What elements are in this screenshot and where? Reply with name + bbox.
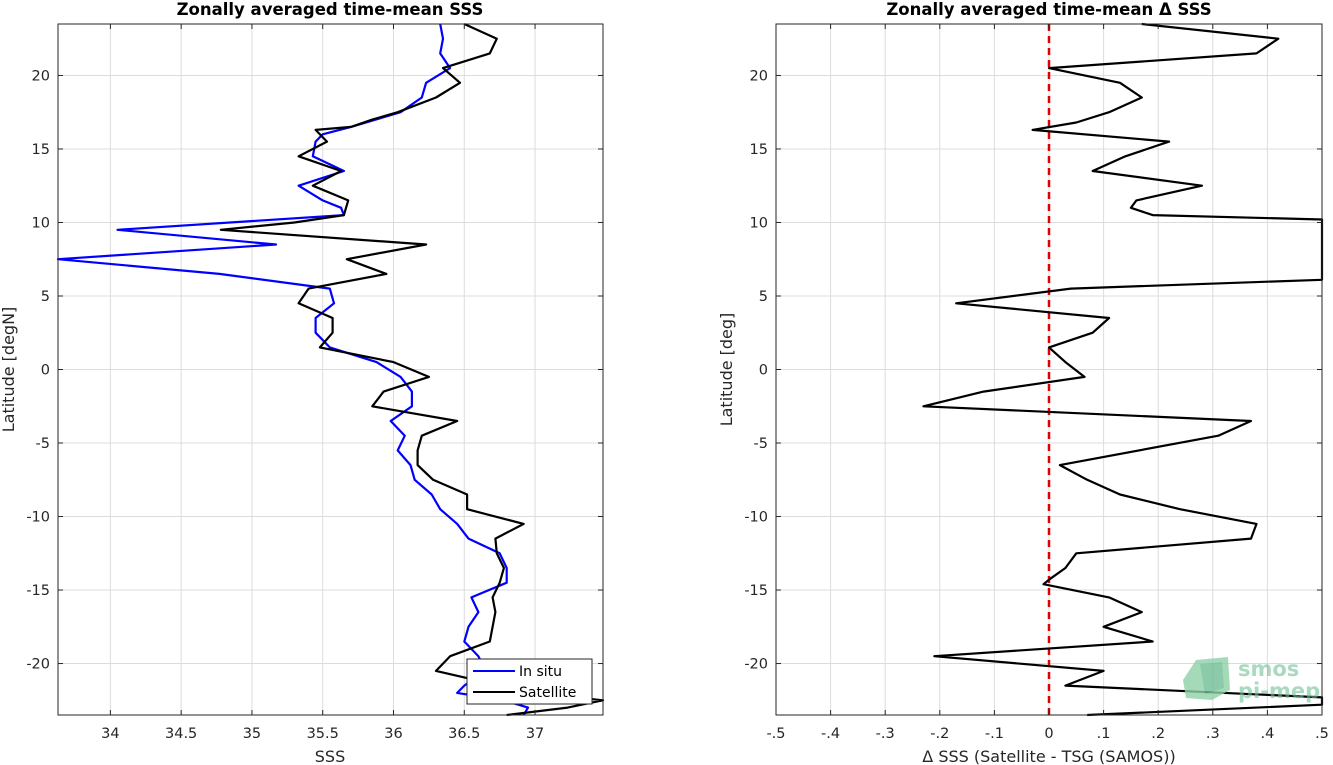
legend-label-satellite: Satellite (519, 685, 576, 701)
right-panel: Zonally averaged time-mean Δ SSS -.5 -.4-… (717, 0, 1329, 765)
left-ticks: 34 34.5 35 35.5 36 36.5 37 -20 -15 -10 -5 0 5 10 15 20 (26, 24, 603, 742)
x-tick-label: .3 (1206, 726, 1220, 742)
right-ticks: -.5 -.4 -.3 -.2 -.1 0 .1 .2 .3 .4 .5 -20 -15 -10 -5 0 5 1… (744, 24, 1329, 742)
y-tick-label: 15 (750, 142, 768, 158)
y-tick-label: 20 (32, 68, 50, 84)
y-tick-label: 20 (750, 68, 768, 84)
y-tick-label: -15 (744, 583, 768, 599)
watermark-text-smos: smos (1238, 657, 1299, 681)
x-tick-label: 34.5 (165, 726, 197, 742)
watermark-text-pimep: pi-mep (1238, 679, 1320, 703)
watermark-logo: smos pi-mep (1183, 657, 1320, 703)
y-tick-label: -10 (26, 510, 50, 526)
series-line-delta-sss (922, 22, 1324, 717)
x-tick-label: -.3 (876, 726, 895, 742)
series-line-satellite (219, 22, 605, 717)
y-tick-label: 0 (41, 363, 50, 379)
watermark-emblem-inner (1200, 662, 1224, 694)
x-tick-label: -.5 (766, 726, 785, 742)
x-tick-label: 37 (526, 726, 544, 742)
x-tick-label: .2 (1151, 726, 1165, 742)
y-tick-label: 15 (32, 142, 50, 158)
y-tick-label: -15 (26, 583, 50, 599)
y-tick-label: 10 (32, 215, 50, 231)
x-tick-label: 35 (243, 726, 261, 742)
x-tick-label: .5 (1315, 726, 1329, 742)
x-tick-label: 36 (384, 726, 402, 742)
series-line-in-situ (56, 23, 530, 716)
left-xlabel: SSS (315, 747, 345, 765)
y-tick-label: -20 (744, 657, 768, 673)
x-tick-label: .4 (1260, 726, 1274, 742)
x-tick-label: -.2 (930, 726, 949, 742)
x-tick-label: 36.5 (448, 726, 480, 742)
right-title: Zonally averaged time-mean Δ SSS (886, 0, 1211, 19)
left-series (56, 22, 605, 717)
left-title: Zonally averaged time-mean SSS (177, 0, 484, 19)
y-tick-label: -20 (26, 657, 50, 673)
x-tick-label: 0 (1044, 726, 1053, 742)
legend: In situ Satellite (466, 658, 593, 705)
y-tick-label: -5 (36, 436, 50, 452)
y-tick-label: 10 (750, 215, 768, 231)
right-series (922, 22, 1324, 717)
x-tick-label: .1 (1097, 726, 1111, 742)
y-tick-label: -5 (754, 436, 768, 452)
left-ylabel: Latitude [degN] (0, 307, 18, 433)
left-grid (58, 24, 603, 715)
x-tick-label: -.4 (821, 726, 840, 742)
y-tick-label: -10 (744, 510, 768, 526)
right-xlabel: Δ SSS (Satellite - TSG (SAMOS)) (922, 747, 1175, 765)
x-tick-label: -.1 (985, 726, 1004, 742)
y-tick-label: 0 (759, 363, 768, 379)
right-ylabel: Latitude [deg] (717, 313, 736, 427)
legend-label-insitu: In situ (519, 664, 562, 680)
y-tick-label: 5 (759, 289, 768, 305)
left-panel: Zonally averaged time-mean SSS 34 34.5 35 3… (0, 0, 605, 765)
x-tick-label: 34 (101, 726, 119, 742)
legend-box (466, 658, 593, 705)
x-tick-label: 35.5 (307, 726, 339, 742)
y-tick-label: 5 (41, 289, 50, 305)
